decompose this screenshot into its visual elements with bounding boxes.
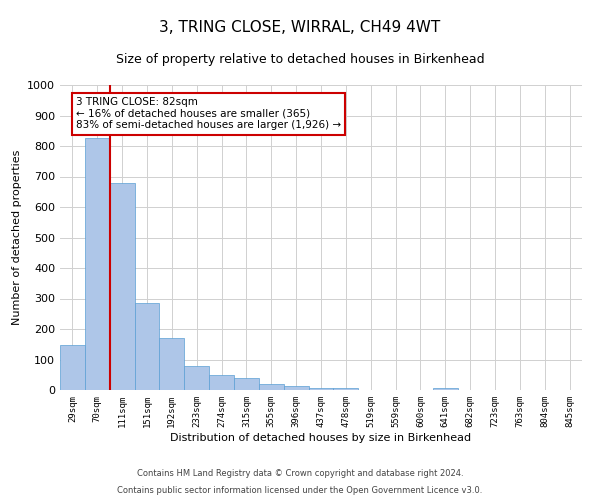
Bar [85, 138, 110, 390]
Bar [60, 345, 85, 390]
Text: 3 TRING CLOSE: 82sqm
← 16% of detached houses are smaller (365)
83% of semi-deta: 3 TRING CLOSE: 82sqm ← 16% of detached h… [76, 97, 341, 130]
Text: Contains public sector information licensed under the Open Government Licence v3: Contains public sector information licen… [118, 486, 482, 495]
Text: 3, TRING CLOSE, WIRRAL, CH49 4WT: 3, TRING CLOSE, WIRRAL, CH49 4WT [160, 20, 440, 35]
X-axis label: Distribution of detached houses by size in Birkenhead: Distribution of detached houses by size … [170, 432, 472, 442]
Bar [284, 386, 308, 390]
Bar [234, 378, 259, 390]
Bar [110, 183, 134, 390]
Bar [259, 384, 284, 390]
Bar [184, 366, 209, 390]
Y-axis label: Number of detached properties: Number of detached properties [11, 150, 22, 325]
Bar [433, 388, 458, 390]
Bar [209, 375, 234, 390]
Bar [334, 388, 358, 390]
Text: Contains HM Land Registry data © Crown copyright and database right 2024.: Contains HM Land Registry data © Crown c… [137, 468, 463, 477]
Text: Size of property relative to detached houses in Birkenhead: Size of property relative to detached ho… [116, 52, 484, 66]
Bar [134, 303, 160, 390]
Bar [308, 388, 334, 390]
Bar [160, 338, 184, 390]
